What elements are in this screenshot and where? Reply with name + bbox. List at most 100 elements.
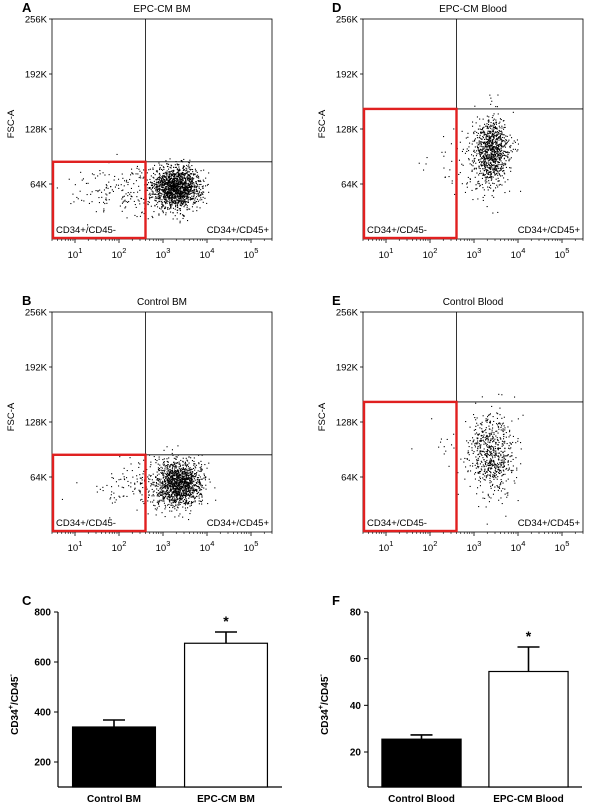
event-dot (487, 177, 489, 179)
event-dot (167, 189, 169, 191)
event-dot (486, 456, 488, 458)
event-dot (169, 173, 171, 175)
event-dot (149, 178, 151, 180)
event-dot (172, 473, 174, 475)
event-dot (165, 188, 167, 190)
event-dot (497, 186, 499, 188)
event-dot (494, 151, 496, 153)
event-dot (498, 472, 500, 474)
event-dot (159, 482, 161, 484)
event-dot (477, 448, 479, 450)
event-dot (493, 451, 495, 453)
event-dot (503, 150, 505, 152)
event-dot (492, 124, 494, 126)
event-dot (166, 491, 168, 493)
event-dot (492, 460, 494, 462)
event-dot (480, 452, 482, 454)
event-dot (178, 504, 180, 506)
event-dot (165, 491, 167, 493)
event-dot (492, 483, 494, 485)
event-dot (174, 471, 176, 473)
event-dot (178, 172, 180, 174)
event-dot (169, 468, 171, 470)
event-dot (163, 194, 165, 196)
event-dot (501, 165, 503, 167)
event-dot (511, 472, 513, 474)
event-dot (484, 146, 486, 148)
x-tick-label: 103 (156, 539, 171, 554)
event-dot (478, 161, 480, 163)
event-dot (181, 469, 183, 471)
event-dot (191, 197, 193, 199)
event-dot (190, 504, 192, 506)
event-dot (174, 508, 176, 510)
event-dot (495, 178, 497, 180)
event-dot (93, 174, 95, 176)
event-dot (95, 190, 97, 192)
event-dot (150, 188, 152, 190)
event-dot (505, 143, 507, 145)
event-dot (186, 209, 188, 211)
event-dot (504, 146, 506, 148)
event-dot (160, 482, 162, 484)
event-dot (188, 497, 190, 499)
event-dot (169, 488, 171, 490)
event-dot (146, 179, 148, 181)
event-dot (195, 197, 197, 199)
event-dot (152, 196, 154, 198)
event-dot (486, 156, 488, 158)
event-dot (162, 189, 164, 191)
event-dot (184, 481, 186, 483)
event-dot (168, 186, 170, 188)
event-dot (177, 183, 179, 185)
event-dot (186, 198, 188, 200)
event-dot (484, 194, 486, 196)
event-dot (484, 442, 486, 444)
event-dot (469, 163, 471, 165)
event-dot (504, 192, 506, 194)
event-dot (480, 129, 482, 131)
event-dot (489, 142, 491, 144)
event-dot (173, 186, 175, 188)
event-dot (485, 136, 487, 138)
event-dot (177, 188, 179, 190)
event-dot (187, 174, 189, 176)
event-dot (168, 189, 170, 191)
event-dot (160, 180, 162, 182)
event-dot (471, 160, 473, 162)
event-dot (487, 170, 489, 172)
event-dot (182, 457, 184, 459)
event-dot (502, 134, 504, 136)
event-dot (488, 474, 490, 476)
event-dot (143, 503, 145, 505)
event-dot (177, 191, 179, 193)
event-dot (164, 508, 166, 510)
event-dot (184, 464, 186, 466)
event-dot (486, 419, 488, 421)
event-dot (488, 445, 490, 447)
event-dot (193, 473, 195, 475)
event-dot (500, 453, 502, 455)
event-dot (110, 494, 112, 496)
event-dot (172, 172, 174, 174)
event-dot (182, 190, 184, 192)
event-dot (169, 188, 171, 190)
event-dot (502, 451, 504, 453)
event-dot (175, 467, 177, 469)
event-dot (497, 137, 499, 139)
event-dot (473, 150, 475, 152)
event-dot (187, 170, 189, 172)
event-dot (189, 181, 191, 183)
event-dot (508, 436, 510, 438)
event-dot (167, 193, 169, 195)
event-dot (140, 177, 142, 179)
event-dot (197, 485, 199, 487)
event-dot (176, 484, 178, 486)
event-dot (477, 463, 479, 465)
event-dot (127, 201, 129, 203)
event-dot (175, 482, 177, 484)
event-dot (184, 494, 186, 496)
event-dot (194, 479, 196, 481)
event-dot (493, 461, 495, 463)
event-dot (488, 156, 490, 158)
